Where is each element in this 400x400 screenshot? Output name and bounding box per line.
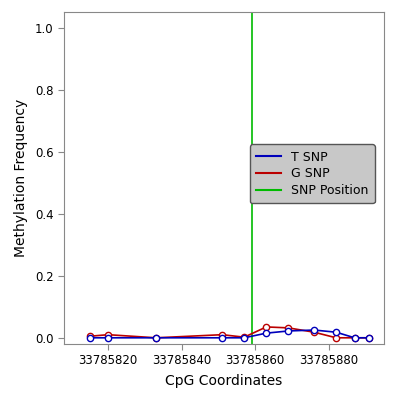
X-axis label: CpG Coordinates: CpG Coordinates: [165, 374, 283, 388]
Legend: T SNP, G SNP, SNP Position: T SNP, G SNP, SNP Position: [250, 144, 374, 204]
Y-axis label: Methylation Frequency: Methylation Frequency: [14, 99, 28, 257]
